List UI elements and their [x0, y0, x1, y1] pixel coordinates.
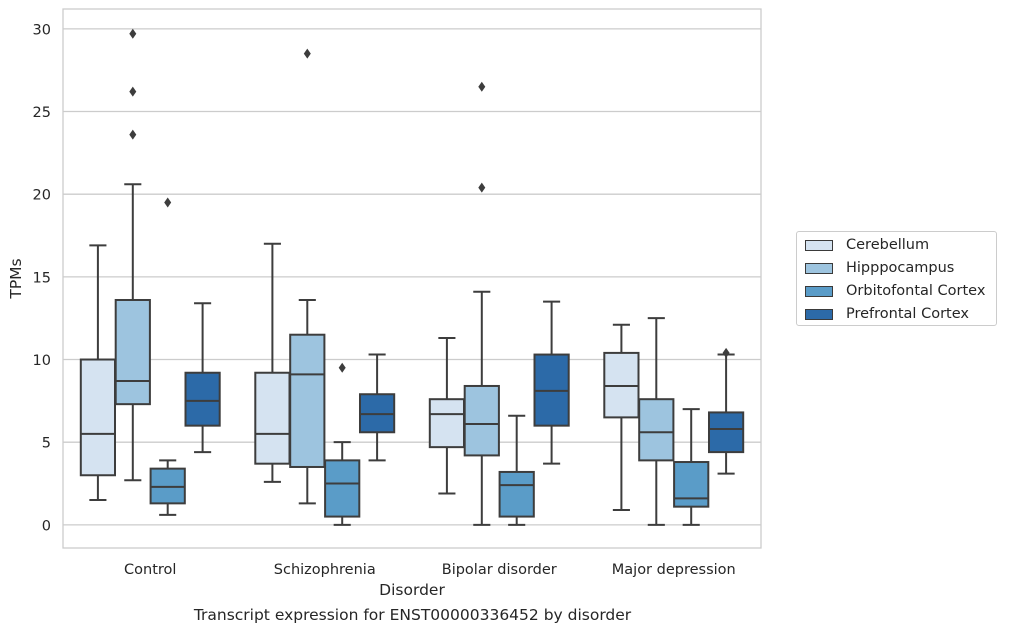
x-tick-labels: Control Schizophrenia Bipolar disorder Majo…: [124, 562, 736, 578]
box: [149, 197, 186, 516]
box-body: [463, 384, 500, 457]
box: [533, 300, 570, 465]
box-body: [79, 358, 117, 477]
outlier-point: [129, 28, 137, 39]
y-tick-label: 0: [42, 518, 51, 534]
y-tick-label: 20: [33, 188, 51, 204]
outlier-point: [478, 182, 486, 193]
box-body: [638, 398, 675, 462]
box: [707, 347, 745, 475]
box-body: [184, 371, 221, 427]
box-body: [498, 470, 535, 518]
box: [603, 323, 640, 511]
legend-item: Cerebellum: [805, 234, 929, 256]
legend: Cerebellum Hipppocampus Orbitofontal Corte…: [796, 231, 997, 326]
outlier-point: [129, 129, 137, 140]
outlier-point: [164, 197, 172, 208]
y-tick-label: 30: [33, 22, 51, 38]
y-gridlines: [63, 28, 761, 526]
x-tick-label: Bipolar disorder: [442, 562, 557, 578]
box: [184, 302, 221, 454]
box: [324, 362, 361, 526]
y-tick-label: 25: [33, 105, 51, 121]
y-axis-label: TPMs: [7, 258, 25, 299]
box-body: [428, 398, 466, 449]
box: [289, 48, 326, 505]
x-tick-label: Major depression: [612, 562, 736, 578]
box-body: [673, 461, 710, 508]
box: [254, 242, 291, 483]
y-tick-label: 10: [33, 353, 51, 369]
box: [463, 81, 500, 526]
y-tick-labels: 0 5 10 15 20 25 30: [33, 22, 51, 534]
legend-item: Hipppocampus: [805, 257, 954, 279]
box-body: [254, 371, 291, 465]
x-axis-label: Disorder: [379, 581, 445, 599]
box: [498, 414, 535, 526]
box: [79, 244, 117, 502]
chart-caption: Transcript expression for ENST0000033645…: [193, 606, 632, 624]
outlier-point: [478, 81, 486, 92]
x-tick-label: Schizophrenia: [274, 562, 376, 578]
box: [428, 337, 466, 495]
box: [358, 353, 396, 462]
y-tick-label: 5: [42, 436, 51, 452]
box: [114, 28, 151, 482]
plot-frame: [62, 8, 762, 549]
legend-label: Cerebellum: [846, 237, 930, 253]
box-body: [707, 411, 745, 454]
legend-item: Orbitofontal Cortex: [805, 280, 985, 302]
legend-label: Hipppocampus: [846, 260, 955, 276]
legend-label: Prefrontal Cortex: [846, 306, 969, 322]
legend-item: Prefrontal Cortex: [805, 303, 969, 325]
y-tick-label: 15: [33, 270, 51, 286]
legend-swatch: [805, 308, 833, 320]
outlier-point: [129, 86, 137, 97]
outlier-point: [722, 347, 730, 358]
x-tick-label: Control: [124, 562, 176, 578]
legend-label: Orbitofontal Cortex: [846, 283, 986, 299]
outlier-point: [303, 48, 311, 59]
box: [638, 317, 675, 526]
box: [673, 408, 710, 526]
box-body: [289, 333, 326, 468]
legend-swatch: [805, 285, 833, 297]
outlier-point: [338, 362, 346, 373]
boxes: [79, 28, 745, 526]
box-body: [324, 459, 361, 518]
box-body: [114, 298, 151, 406]
legend-swatch: [805, 262, 833, 274]
legend-swatch: [805, 239, 833, 251]
